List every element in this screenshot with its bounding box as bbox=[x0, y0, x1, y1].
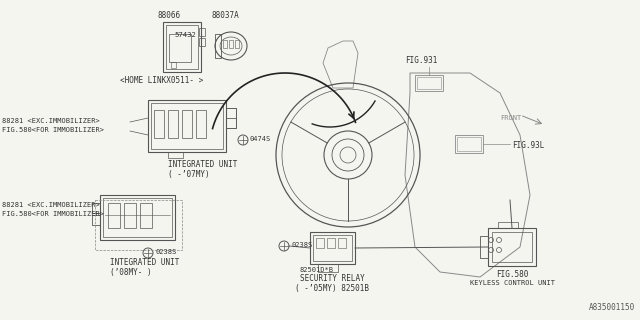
Text: 57432: 57432 bbox=[174, 32, 196, 38]
Bar bbox=[169, 34, 191, 62]
Bar bbox=[154, 110, 164, 138]
Bar bbox=[168, 110, 178, 138]
Bar bbox=[415, 75, 443, 91]
Bar bbox=[488, 228, 536, 266]
Bar bbox=[327, 238, 335, 248]
Bar bbox=[92, 215, 100, 225]
Text: (’08MY- ): (’08MY- ) bbox=[110, 268, 152, 277]
Bar bbox=[338, 238, 346, 248]
Text: ( -’07MY): ( -’07MY) bbox=[168, 170, 210, 179]
Text: 0474S: 0474S bbox=[250, 136, 271, 142]
Bar bbox=[166, 25, 198, 69]
Bar bbox=[492, 232, 532, 262]
Text: 88066: 88066 bbox=[158, 11, 181, 20]
Bar bbox=[215, 34, 221, 58]
Text: 88281 <EXC.IMMOBILIZER>: 88281 <EXC.IMMOBILIZER> bbox=[2, 118, 100, 124]
Bar bbox=[92, 203, 100, 213]
Text: <HOME LINKX0511- >: <HOME LINKX0511- > bbox=[120, 76, 204, 85]
Text: FIG.580: FIG.580 bbox=[496, 270, 528, 279]
Text: 82501D*B: 82501D*B bbox=[300, 267, 334, 273]
Bar bbox=[480, 236, 488, 258]
Bar bbox=[182, 110, 192, 138]
Bar bbox=[226, 118, 236, 128]
Bar bbox=[316, 238, 324, 248]
Bar bbox=[229, 40, 233, 48]
Bar bbox=[95, 200, 182, 250]
Bar bbox=[235, 40, 239, 48]
Bar bbox=[103, 198, 172, 237]
Text: FIG.93L: FIG.93L bbox=[512, 141, 545, 150]
Text: FIG.580<FOR IMMOBILIZER>: FIG.580<FOR IMMOBILIZER> bbox=[2, 211, 104, 217]
Bar bbox=[108, 203, 120, 228]
Bar bbox=[100, 195, 175, 240]
Text: 0238S: 0238S bbox=[155, 249, 176, 255]
Bar bbox=[140, 203, 152, 228]
Text: FIG.931: FIG.931 bbox=[405, 56, 437, 65]
Text: KEYLESS CONTROL UNIT: KEYLESS CONTROL UNIT bbox=[470, 280, 554, 286]
Bar bbox=[199, 38, 205, 46]
Bar bbox=[498, 222, 518, 228]
Bar bbox=[318, 264, 338, 272]
Bar bbox=[196, 110, 206, 138]
Bar bbox=[223, 40, 227, 48]
Bar bbox=[168, 152, 183, 158]
Text: INTEGRATED UNIT: INTEGRATED UNIT bbox=[168, 160, 237, 169]
Bar bbox=[199, 28, 205, 36]
Bar bbox=[226, 108, 236, 118]
Text: A835001150: A835001150 bbox=[589, 303, 635, 312]
Bar bbox=[148, 100, 226, 152]
Text: 88281 <EXC.IMMOBILIZER>: 88281 <EXC.IMMOBILIZER> bbox=[2, 202, 100, 208]
Text: FRONT: FRONT bbox=[500, 115, 521, 121]
Text: 88037A: 88037A bbox=[211, 11, 239, 20]
Bar bbox=[171, 62, 176, 68]
Bar bbox=[226, 108, 236, 128]
Bar bbox=[163, 22, 201, 72]
Text: ( -’05MY) 82501B: ( -’05MY) 82501B bbox=[295, 284, 369, 293]
Bar bbox=[457, 137, 481, 151]
Bar bbox=[310, 232, 355, 264]
Bar bbox=[151, 103, 223, 149]
Bar bbox=[455, 135, 483, 153]
Text: INTEGRATED UNIT: INTEGRATED UNIT bbox=[110, 258, 179, 267]
Text: SECURITY RELAY: SECURITY RELAY bbox=[300, 274, 364, 283]
Bar bbox=[124, 203, 136, 228]
Text: FIG.580<FOR IMMOBILIZER>: FIG.580<FOR IMMOBILIZER> bbox=[2, 127, 104, 133]
Bar bbox=[417, 77, 441, 89]
Bar bbox=[313, 235, 352, 261]
Text: 0238S: 0238S bbox=[291, 242, 312, 248]
